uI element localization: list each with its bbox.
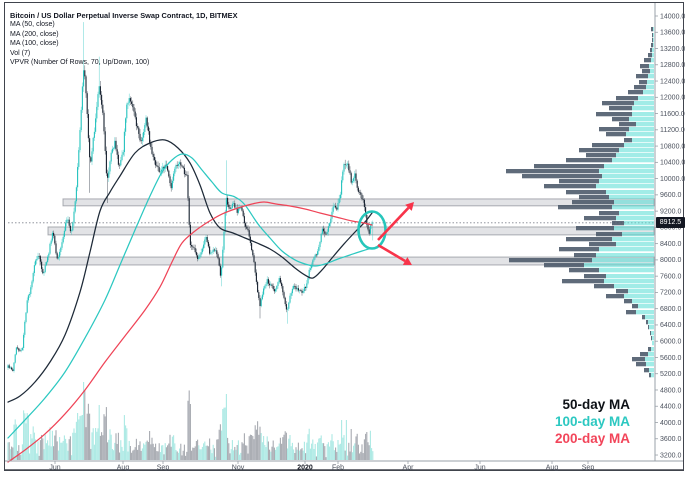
price-axis-label: 4800.0 bbox=[660, 387, 682, 394]
ma-line-ma200[interactable] bbox=[7, 201, 373, 463]
volume-profile-layer bbox=[506, 27, 654, 378]
price-axis-label: 6000.0 bbox=[660, 339, 682, 346]
price-axis-label: 9200.0 bbox=[660, 208, 682, 215]
price-axis-label: 11200.0 bbox=[660, 127, 685, 134]
ma-line-ma50[interactable] bbox=[7, 139, 373, 403]
time-axis-label: Sep bbox=[582, 465, 595, 472]
ma100-key-label: 100-day MA bbox=[554, 414, 630, 429]
price-axis-label: 3200.0 bbox=[660, 452, 682, 459]
price-axis-label: 12800.0 bbox=[660, 62, 685, 69]
price-axis-label: 8400.0 bbox=[660, 241, 682, 248]
price-axis-label: 9600.0 bbox=[660, 192, 682, 199]
indicator-label-ma50[interactable]: MA (50, close) bbox=[10, 21, 55, 29]
time-axis-label: Feb bbox=[332, 465, 344, 472]
price-axis-label: 6800.0 bbox=[660, 306, 682, 313]
ma50-key-label: 50-day MA bbox=[562, 397, 630, 412]
price-axis-label: 14000.0 bbox=[660, 13, 685, 20]
ma-line-ma100[interactable] bbox=[7, 153, 373, 439]
price-axis-label: 10800.0 bbox=[660, 143, 685, 150]
price-axis-label: 3600.0 bbox=[660, 436, 682, 443]
indicator-label-ma100[interactable]: MA (100, close) bbox=[10, 40, 59, 48]
price-axis[interactable]: 3200.0 3600.0 4000.0 4400.0 4800.0 5200.0 5600… bbox=[655, 13, 685, 459]
indicator-label-ma200[interactable]: MA (200, close) bbox=[10, 30, 59, 38]
price-axis-label: 13600.0 bbox=[660, 30, 685, 37]
price-axis-label: 7200.0 bbox=[660, 290, 682, 297]
price-axis-label: 12000.0 bbox=[660, 95, 685, 102]
price-axis-label: 5200.0 bbox=[660, 371, 682, 378]
highlight-ellipse bbox=[357, 210, 387, 250]
indicator-label-vpvr[interactable]: VPVR (Number Of Rows, 70, Up/Down, 100) bbox=[10, 59, 150, 67]
price-axis-label: 11600.0 bbox=[660, 111, 685, 118]
time-axis-label: Apr bbox=[403, 465, 415, 472]
time-axis-label: Jun bbox=[49, 465, 60, 472]
price-axis-label: 4400.0 bbox=[660, 404, 682, 411]
price-axis-label: 8800.0 bbox=[660, 225, 682, 232]
time-axis-label: Aug bbox=[117, 465, 130, 472]
price-axis-label: 10000.0 bbox=[660, 176, 685, 183]
time-axis-label: 2020 bbox=[297, 465, 313, 472]
sr-band bbox=[47, 226, 655, 236]
time-axis-label: Aug bbox=[546, 465, 559, 472]
price-axis-label: 10400.0 bbox=[660, 160, 685, 167]
time-axis-label: Sep bbox=[157, 465, 170, 472]
up-arrow bbox=[377, 206, 410, 241]
indicator-label-vol[interactable]: Vol (7) bbox=[10, 49, 31, 57]
ma200-key-label: 200-day MA bbox=[554, 431, 630, 446]
time-axis-label: Nov bbox=[232, 465, 245, 472]
sr-band bbox=[62, 198, 655, 207]
price-axis-label: 8000.0 bbox=[660, 257, 682, 264]
axes-layer bbox=[5, 3, 683, 471]
last-price-badge: 8912.5 bbox=[656, 217, 685, 228]
candles-layer bbox=[7, 22, 374, 373]
volume-layer bbox=[7, 382, 374, 460]
price-axis-label: 5600.0 bbox=[660, 355, 682, 362]
ma-color-key: 50-day MA 100-day MA 200-day MA bbox=[500, 396, 630, 447]
price-axis-label: 7600.0 bbox=[660, 273, 682, 280]
price-axis-label: 6400.0 bbox=[660, 322, 682, 329]
price-axis-label: 4000.0 bbox=[660, 420, 682, 427]
down-arrow bbox=[377, 243, 406, 263]
price-axis-label: 13200.0 bbox=[660, 46, 685, 53]
price-axis-label: 12400.0 bbox=[660, 78, 685, 85]
time-axis[interactable]: Jun Aug Sep Nov 2020 Feb Apr Jun Aug Sep bbox=[49, 461, 594, 472]
chart-title: Bitcoin / US Dollar Perpetual Inverse Sw… bbox=[10, 11, 238, 20]
time-axis-label: Jun bbox=[474, 465, 485, 472]
chart-legend: Bitcoin / US Dollar Perpetual Inverse Sw… bbox=[10, 11, 238, 67]
drawing-annotations[interactable] bbox=[357, 202, 415, 265]
